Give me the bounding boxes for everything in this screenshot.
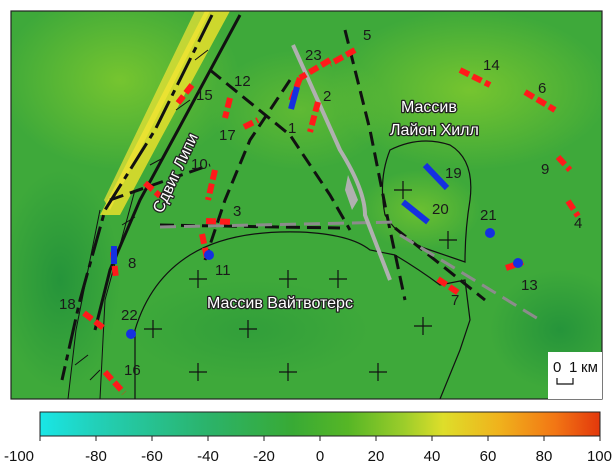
- scale-bar-one: 1: [569, 359, 577, 376]
- colorbar-tick-label: 80: [536, 448, 553, 465]
- blue-points: [126, 228, 523, 339]
- colorbar-tick-label: -100: [4, 448, 34, 465]
- scale-bar-zero: 0: [553, 359, 561, 376]
- blue-mark-1: [288, 86, 300, 110]
- station-label-15: 15: [196, 87, 213, 104]
- colorbar: [39, 411, 601, 437]
- station-label-3: 3: [233, 203, 241, 220]
- station-label-20: 20: [432, 201, 449, 218]
- station-label-14: 14: [483, 57, 500, 74]
- gray-lens: [345, 175, 358, 210]
- station-label-9: 9: [541, 161, 549, 178]
- red-mark-10b: [143, 180, 162, 199]
- red-mark-14: [458, 67, 492, 88]
- granite-symbols: [144, 181, 457, 381]
- station-label-2: 2: [323, 88, 331, 105]
- station-labels: 1 2 3 4 5 6 7 8 9 10 11 12 13 14 15 16 1…: [59, 27, 582, 379]
- station-label-16: 16: [124, 362, 141, 379]
- colorbar-tick-label: -40: [197, 448, 219, 465]
- station-label-17: 17: [219, 127, 236, 144]
- station-label-23: 23: [305, 47, 322, 64]
- red-mark-17: [242, 117, 260, 130]
- red-mark-15: [175, 83, 195, 105]
- blue-point-21: [485, 228, 495, 238]
- red-mark-3: [205, 218, 233, 225]
- colorbar-tick-label: -60: [141, 448, 163, 465]
- station-label-19: 19: [445, 165, 462, 182]
- gray-dashed-line: [399, 233, 541, 322]
- fault-barbs: [74, 49, 209, 381]
- gray-dashed-line: [159, 220, 401, 229]
- red-mark-18: [82, 310, 108, 333]
- red-mark-16: [102, 369, 127, 396]
- lipi-fault-line: [60, 14, 214, 381]
- colorbar-tick-label: 60: [480, 448, 497, 465]
- red-mark-5: [328, 47, 357, 67]
- station-label-12: 12: [234, 73, 251, 90]
- station-label-8: 8: [128, 255, 136, 272]
- whitewaters-massif-label: Массив Вайтвотерс: [207, 295, 353, 312]
- scale-bar-line: [556, 378, 574, 385]
- blue-marks: [111, 86, 450, 264]
- station-label-13: 13: [521, 277, 538, 294]
- station-label-22: 22: [121, 307, 138, 324]
- station-label-11: 11: [215, 262, 231, 279]
- map-frame: [10, 10, 603, 400]
- station-label-7: 7: [451, 292, 459, 309]
- whitewaters-massif-outline: [134, 231, 471, 399]
- red-marks: [82, 47, 581, 396]
- station-label-6: 6: [538, 80, 546, 97]
- red-mark-23: [298, 57, 332, 81]
- fault-zone-line: [99, 189, 136, 399]
- gray-solid-line: [291, 44, 392, 281]
- colorbar-tick-label: 20: [368, 448, 385, 465]
- colorbar-ticks: -100 -80 -60 -40 -20 0 20 40 60 80 100: [4, 436, 612, 465]
- station-label-18: 18: [59, 296, 76, 313]
- red-mark-12: [222, 97, 233, 119]
- red-mark-7: [436, 276, 462, 297]
- colorbar-tick-label: 40: [424, 448, 441, 465]
- blue-point-22: [126, 329, 136, 339]
- station-label-4: 4: [574, 215, 582, 232]
- red-mark-6: [523, 89, 557, 113]
- colorbar-tick-label: 0: [316, 448, 324, 465]
- scale-bar-unit: км: [581, 359, 598, 376]
- colorbar-tick-label: -20: [253, 448, 275, 465]
- lion-hill-massif-label-line2: Лайон Хилл: [390, 122, 479, 139]
- colorbar-tick-label: -80: [85, 448, 107, 465]
- station-label-5: 5: [363, 27, 371, 44]
- lipi-fault-line: [93, 14, 242, 331]
- lion-hill-massif-label-line1: Массив: [401, 99, 457, 116]
- colorbar-tick-label: 100: [587, 448, 612, 465]
- red-mark-4: [565, 199, 581, 218]
- blue-point-13: [513, 258, 523, 268]
- blue-mark-20: [401, 199, 430, 225]
- red-mark-9: [555, 154, 573, 173]
- red-mark-10: [205, 169, 218, 201]
- station-label-21: 21: [480, 207, 497, 224]
- station-label-10: 10: [191, 156, 208, 173]
- station-label-1: 1: [288, 120, 296, 137]
- lion-hill-massif-outline: [381, 140, 472, 263]
- blue-mark-19: [422, 162, 450, 191]
- blue-point-11: [204, 250, 214, 260]
- fault-zone-line: [67, 209, 101, 399]
- red-mark-1: [307, 101, 321, 133]
- scale-bar-box: [548, 352, 602, 399]
